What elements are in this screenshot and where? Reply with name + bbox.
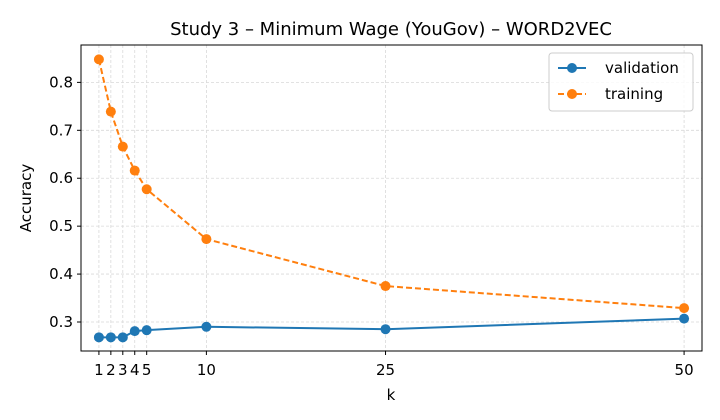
legend-training-label: training [605,85,663,103]
y-tick-label: 0.3 [49,313,73,331]
legend-training-marker [567,89,577,99]
validation-point [141,325,152,336]
x-tick-label: 4 [130,361,140,379]
validation-point [93,332,104,343]
x-axis: 1 2 3 4 5 10 25 50 [94,351,694,379]
legend: validation training [548,52,694,112]
validation-line [98,317,685,339]
x-tick-label: 5 [142,361,152,379]
training-point [129,165,140,176]
training-point [201,234,212,245]
x-tick-label: 2 [106,361,116,379]
validation-point [117,332,128,343]
x-tick-label: 1 [94,361,104,379]
legend-validation-marker [567,63,577,73]
training-point [117,141,128,152]
chart-title: Study 3 – Minimum Wage (YouGov) – WORD2V… [170,19,612,40]
training-point [141,184,152,195]
plot-frame [80,44,703,352]
validation-point [129,326,140,337]
x-tick-label: 50 [675,361,694,379]
x-tick-label: 3 [118,361,128,379]
x-axis-label: k [387,386,396,404]
y-tick-label: 0.6 [49,169,73,187]
validation-point [105,332,116,343]
y-tick-label: 0.7 [49,121,73,139]
series-layer [93,54,690,343]
training-line [97,59,685,310]
training-point [105,106,116,117]
y-axis-label: Accuracy [17,164,35,233]
validation-point [380,324,391,335]
y-tick-label: 0.4 [49,265,73,283]
x-tick-label: 25 [376,361,395,379]
y-axis: 0.3 0.4 0.5 0.6 0.7 0.8 [49,73,81,331]
validation-point [201,321,212,332]
validation-point [679,313,690,324]
training-point [679,303,690,314]
x-tick-label: 10 [197,361,216,379]
y-tick-label: 0.5 [49,217,73,235]
training-point [380,281,391,292]
legend-validation-label: validation [605,59,679,77]
training-point [93,54,104,65]
y-tick-label: 0.8 [49,73,73,91]
